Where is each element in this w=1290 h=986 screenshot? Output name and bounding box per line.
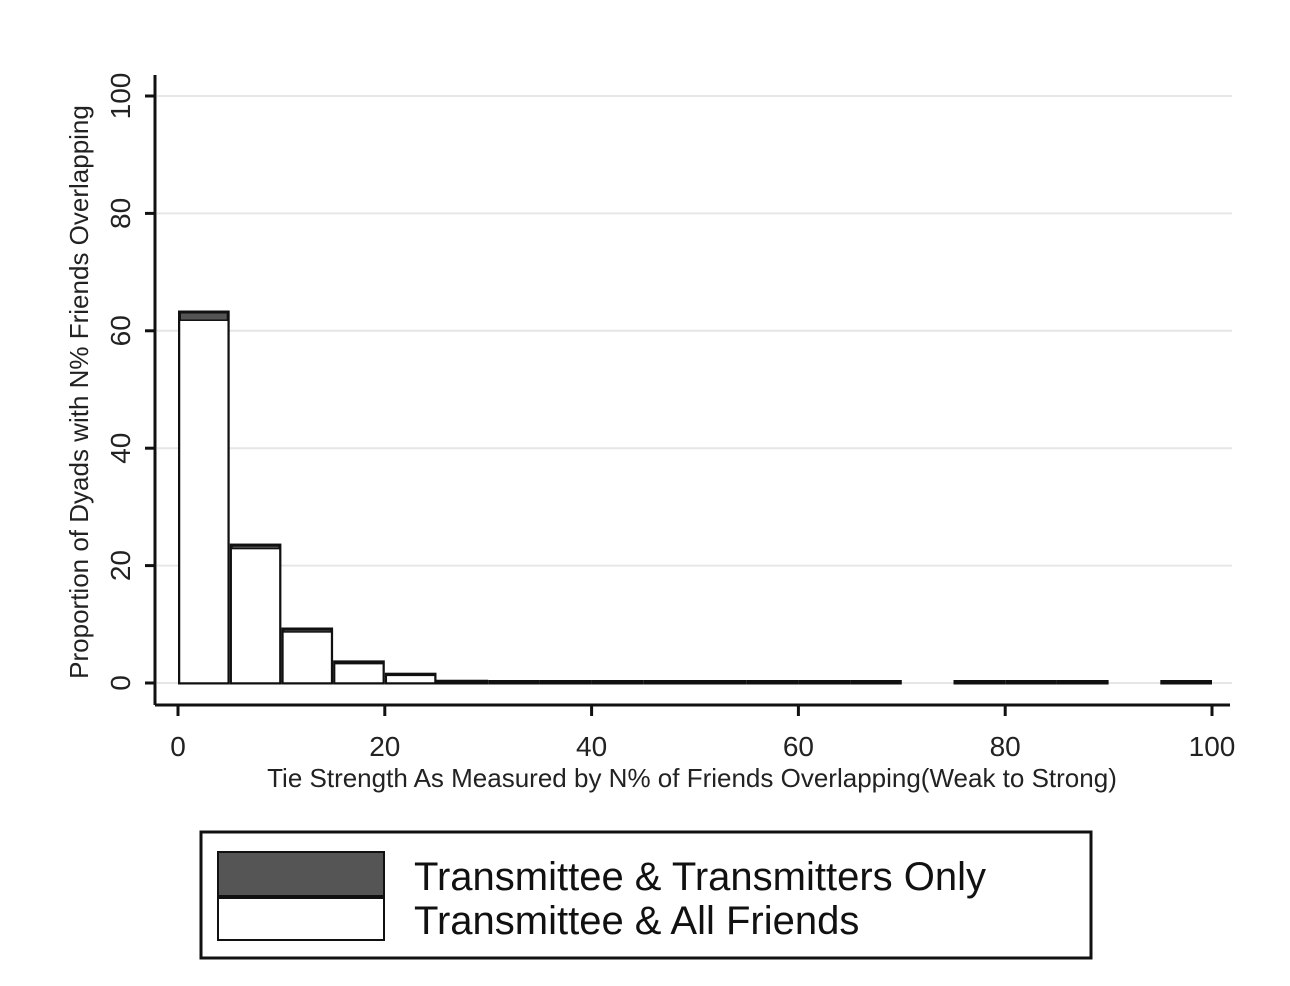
bar-all-friends bbox=[850, 680, 902, 684]
bar-all-friends bbox=[488, 680, 540, 684]
bar-all-friends bbox=[747, 680, 798, 684]
y-tick-label: 100 bbox=[105, 73, 136, 120]
x-ticks: 0 20 40 60 80 100 bbox=[170, 705, 1235, 762]
legend: Transmittee & Transmitters Only Transmit… bbox=[199, 830, 1093, 960]
x-tick-label: 0 bbox=[170, 731, 186, 762]
bar-all-friends bbox=[385, 674, 436, 684]
x-tick-label: 20 bbox=[369, 731, 400, 762]
legend-label-all-friends: Transmittee & All Friends bbox=[414, 899, 859, 943]
y-tick-label: 80 bbox=[105, 198, 136, 229]
x-tick-label: 40 bbox=[576, 731, 607, 762]
bar-all-friends bbox=[540, 680, 591, 684]
bar-all-friends bbox=[644, 680, 695, 684]
y-tick-label: 0 bbox=[105, 675, 136, 691]
x-tick-label: 80 bbox=[990, 731, 1021, 762]
x-tick-label: 100 bbox=[1189, 731, 1236, 762]
bar-all-friends bbox=[1161, 680, 1212, 684]
bar-all-friends bbox=[799, 680, 850, 684]
x-tick-label: 60 bbox=[783, 731, 814, 762]
y-tick-label: 20 bbox=[105, 550, 136, 581]
bar-all-friends bbox=[1005, 680, 1057, 684]
bar-all-friends bbox=[333, 662, 385, 684]
bars bbox=[178, 310, 1213, 685]
bar-all-friends bbox=[592, 680, 643, 684]
y-axis-title: Proportion of Dyads with N% Friends Over… bbox=[64, 105, 94, 679]
legend-swatch-transmitters-only bbox=[217, 851, 385, 897]
y-ticks: 0 20 40 60 80 100 bbox=[105, 73, 155, 691]
grid-lines bbox=[157, 95, 1232, 684]
bar-all-friends bbox=[178, 319, 229, 684]
bar-all-friends bbox=[1057, 680, 1108, 684]
y-tick-label: 40 bbox=[105, 433, 136, 464]
bar-all-friends bbox=[954, 680, 1005, 684]
axes bbox=[153, 75, 1230, 707]
y-tick-label: 60 bbox=[105, 315, 136, 346]
x-axis-title: Tie Strength As Measured by N% of Friend… bbox=[267, 763, 1117, 793]
legend-swatch-all-friends bbox=[217, 897, 385, 941]
bar-all-friends bbox=[437, 680, 488, 684]
bar-all-friends bbox=[282, 631, 333, 684]
legend-label-transmitters-only: Transmittee & Transmitters Only bbox=[414, 855, 986, 899]
bar-all-friends bbox=[230, 547, 281, 684]
bar-all-friends bbox=[695, 680, 746, 684]
